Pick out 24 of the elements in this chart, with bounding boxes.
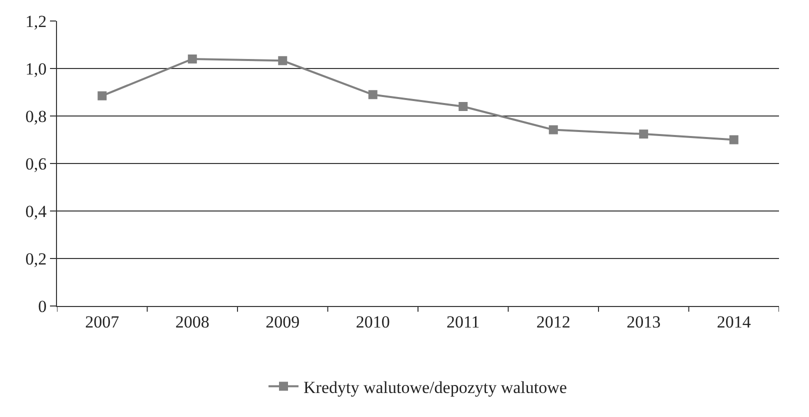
x-tick-label: 2008	[175, 312, 210, 332]
y-tick-label: 0,6	[25, 154, 47, 174]
y-tick-label: 0	[38, 296, 47, 316]
y-tick-label: 0,2	[25, 249, 47, 268]
x-tick-label: 2010	[356, 312, 390, 332]
y-tick-label: 1,2	[25, 12, 47, 31]
point	[639, 130, 648, 139]
legend-label: Kredyty walutowe/depozyty walutowe	[304, 378, 567, 397]
y-tick-label: 1,0	[25, 59, 47, 78]
y-tick-label: 0,8	[25, 106, 47, 126]
point	[458, 102, 468, 111]
x-tick-label: 2014	[716, 312, 752, 332]
x-tick-label: 2012	[536, 312, 570, 332]
point	[729, 135, 738, 144]
x-tick-label: 2007	[85, 312, 120, 332]
point	[188, 54, 197, 64]
point	[548, 125, 558, 134]
point	[368, 90, 378, 100]
x-tick-label: 2009	[266, 312, 300, 332]
point	[98, 91, 107, 100]
y-tick-label: 0,4	[25, 202, 48, 221]
x-tick-label: 2011	[446, 312, 480, 332]
x-tick-label: 2013	[626, 312, 661, 332]
point	[278, 56, 288, 66]
